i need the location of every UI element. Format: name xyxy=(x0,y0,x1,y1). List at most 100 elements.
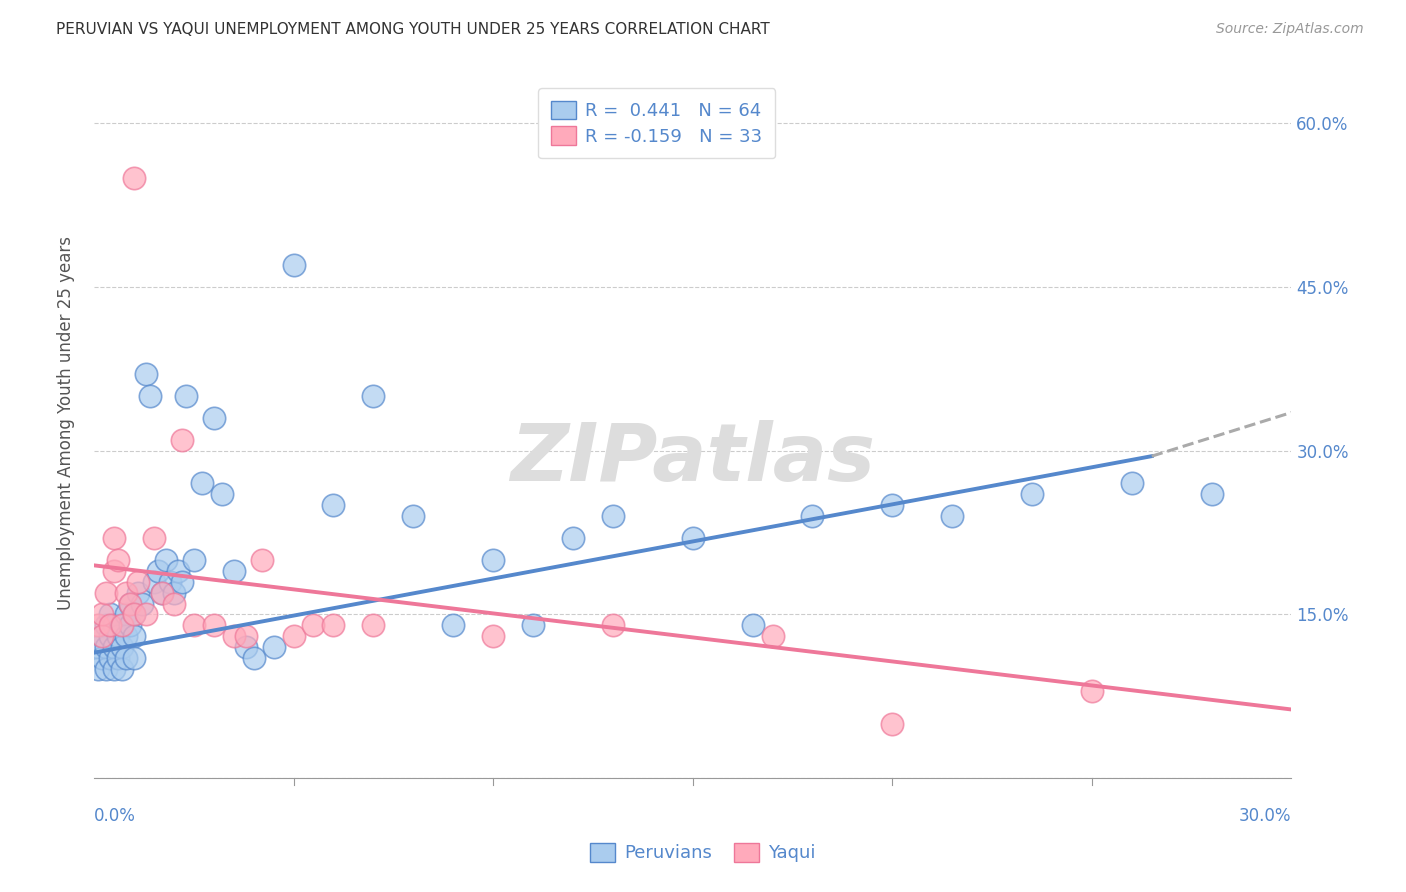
Point xyxy=(170,574,193,589)
Point xyxy=(118,618,141,632)
Point xyxy=(1021,487,1043,501)
Point xyxy=(150,585,173,599)
Point xyxy=(1121,476,1143,491)
Point xyxy=(155,553,177,567)
Point xyxy=(103,662,125,676)
Point xyxy=(98,618,121,632)
Point xyxy=(222,629,245,643)
Point xyxy=(283,629,305,643)
Point xyxy=(122,629,145,643)
Point xyxy=(127,585,149,599)
Text: Source: ZipAtlas.com: Source: ZipAtlas.com xyxy=(1216,22,1364,37)
Point xyxy=(103,564,125,578)
Point xyxy=(146,564,169,578)
Point xyxy=(602,618,624,632)
Point xyxy=(882,498,904,512)
Point xyxy=(111,640,134,655)
Legend: Peruvians, Yaqui: Peruvians, Yaqui xyxy=(583,836,823,870)
Point xyxy=(107,629,129,643)
Point xyxy=(90,651,112,665)
Point xyxy=(211,487,233,501)
Point xyxy=(111,618,134,632)
Point xyxy=(135,607,157,622)
Point xyxy=(174,389,197,403)
Point xyxy=(183,553,205,567)
Point xyxy=(322,618,344,632)
Point xyxy=(142,531,165,545)
Point xyxy=(941,509,963,524)
Point xyxy=(482,553,505,567)
Point xyxy=(122,170,145,185)
Point xyxy=(118,597,141,611)
Point xyxy=(561,531,583,545)
Text: ZIPatlas: ZIPatlas xyxy=(510,420,875,498)
Point xyxy=(115,607,138,622)
Point xyxy=(131,597,153,611)
Y-axis label: Unemployment Among Youth under 25 years: Unemployment Among Youth under 25 years xyxy=(58,236,75,610)
Point xyxy=(283,258,305,272)
Point xyxy=(235,629,257,643)
Point xyxy=(1081,684,1104,698)
Point xyxy=(202,411,225,425)
Point xyxy=(363,389,385,403)
Point xyxy=(170,433,193,447)
Text: 0.0%: 0.0% xyxy=(94,807,136,825)
Point xyxy=(602,509,624,524)
Point xyxy=(222,564,245,578)
Point xyxy=(801,509,824,524)
Point xyxy=(90,629,112,643)
Point xyxy=(1201,487,1223,501)
Point xyxy=(118,597,141,611)
Point xyxy=(363,618,385,632)
Point xyxy=(103,618,125,632)
Point xyxy=(94,585,117,599)
Point xyxy=(98,607,121,622)
Point xyxy=(107,553,129,567)
Point xyxy=(522,618,544,632)
Point xyxy=(882,716,904,731)
Point xyxy=(111,662,134,676)
Point xyxy=(402,509,425,524)
Point xyxy=(761,629,783,643)
Point xyxy=(90,607,112,622)
Point xyxy=(163,597,186,611)
Point xyxy=(235,640,257,655)
Point xyxy=(87,640,110,655)
Point xyxy=(115,651,138,665)
Point xyxy=(103,531,125,545)
Point xyxy=(741,618,763,632)
Point xyxy=(115,585,138,599)
Point xyxy=(139,389,162,403)
Point xyxy=(98,629,121,643)
Point xyxy=(250,553,273,567)
Point xyxy=(302,618,325,632)
Point xyxy=(107,651,129,665)
Point xyxy=(127,574,149,589)
Point xyxy=(163,585,186,599)
Point xyxy=(183,618,205,632)
Point xyxy=(111,618,134,632)
Point xyxy=(94,618,117,632)
Point xyxy=(142,574,165,589)
Point xyxy=(135,368,157,382)
Point xyxy=(166,564,188,578)
Point xyxy=(242,651,264,665)
Point xyxy=(90,629,112,643)
Point xyxy=(159,574,181,589)
Point xyxy=(94,662,117,676)
Text: 30.0%: 30.0% xyxy=(1239,807,1292,825)
Point xyxy=(441,618,464,632)
Point xyxy=(87,662,110,676)
Point xyxy=(122,607,145,622)
Point xyxy=(263,640,285,655)
Text: PERUVIAN VS YAQUI UNEMPLOYMENT AMONG YOUTH UNDER 25 YEARS CORRELATION CHART: PERUVIAN VS YAQUI UNEMPLOYMENT AMONG YOU… xyxy=(56,22,770,37)
Point xyxy=(122,651,145,665)
Point xyxy=(682,531,704,545)
Point xyxy=(122,607,145,622)
Point xyxy=(87,618,110,632)
Point xyxy=(94,640,117,655)
Point xyxy=(322,498,344,512)
Point xyxy=(98,651,121,665)
Point xyxy=(482,629,505,643)
Point xyxy=(115,629,138,643)
